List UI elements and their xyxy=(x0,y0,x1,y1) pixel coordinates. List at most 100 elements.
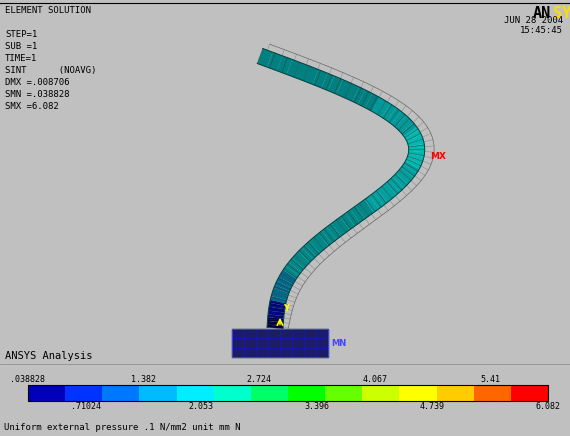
Bar xyxy=(28,385,548,401)
Text: STEP=1: STEP=1 xyxy=(5,30,37,39)
Polygon shape xyxy=(277,277,293,288)
Text: SYS: SYS xyxy=(553,6,570,21)
Polygon shape xyxy=(294,62,309,81)
Text: 2.724: 2.724 xyxy=(247,375,271,384)
Polygon shape xyxy=(310,237,324,253)
Text: SUB =1: SUB =1 xyxy=(5,42,37,51)
Polygon shape xyxy=(401,164,417,177)
Polygon shape xyxy=(275,281,291,291)
Polygon shape xyxy=(377,101,390,117)
Polygon shape xyxy=(269,303,286,309)
Text: 2.053: 2.053 xyxy=(189,402,214,411)
Text: .71024: .71024 xyxy=(71,402,101,411)
Bar xyxy=(102,385,140,401)
Polygon shape xyxy=(360,200,374,216)
Polygon shape xyxy=(279,273,295,285)
Bar xyxy=(437,385,474,401)
Polygon shape xyxy=(328,76,343,94)
Polygon shape xyxy=(336,217,349,232)
Polygon shape xyxy=(409,147,425,152)
Polygon shape xyxy=(386,180,400,195)
Polygon shape xyxy=(399,167,414,181)
Polygon shape xyxy=(408,139,424,146)
Polygon shape xyxy=(277,56,292,75)
Polygon shape xyxy=(286,262,302,276)
Bar xyxy=(214,385,251,401)
Polygon shape xyxy=(295,252,310,266)
Polygon shape xyxy=(396,170,411,184)
Polygon shape xyxy=(272,288,289,297)
Polygon shape xyxy=(268,307,285,313)
Bar xyxy=(511,385,548,401)
Polygon shape xyxy=(289,258,304,272)
Polygon shape xyxy=(327,223,341,240)
Polygon shape xyxy=(374,190,388,205)
Polygon shape xyxy=(232,329,328,357)
Text: ELEMENT SOLUTION: ELEMENT SOLUTION xyxy=(5,6,91,15)
Polygon shape xyxy=(405,158,421,169)
Polygon shape xyxy=(336,80,351,98)
Polygon shape xyxy=(404,127,419,138)
Polygon shape xyxy=(409,144,425,148)
Polygon shape xyxy=(287,59,299,77)
Polygon shape xyxy=(387,108,401,124)
Polygon shape xyxy=(408,153,424,161)
Bar xyxy=(140,385,177,401)
Polygon shape xyxy=(270,300,286,306)
Polygon shape xyxy=(389,177,404,192)
Polygon shape xyxy=(365,93,380,111)
Polygon shape xyxy=(298,248,313,262)
Polygon shape xyxy=(321,73,334,91)
Polygon shape xyxy=(267,317,284,322)
Bar xyxy=(325,385,363,401)
Polygon shape xyxy=(407,156,423,165)
Polygon shape xyxy=(345,83,359,102)
Polygon shape xyxy=(398,119,413,133)
Bar xyxy=(65,385,103,401)
Polygon shape xyxy=(321,227,336,243)
Polygon shape xyxy=(401,123,417,136)
Polygon shape xyxy=(303,66,319,84)
Polygon shape xyxy=(351,206,365,223)
Text: 4.067: 4.067 xyxy=(362,375,387,384)
Polygon shape xyxy=(318,231,332,246)
Polygon shape xyxy=(392,112,406,127)
Polygon shape xyxy=(274,285,290,293)
Polygon shape xyxy=(352,87,365,104)
Polygon shape xyxy=(382,183,397,199)
Polygon shape xyxy=(396,116,409,130)
Polygon shape xyxy=(267,325,283,328)
Polygon shape xyxy=(358,90,372,108)
Polygon shape xyxy=(281,270,296,281)
Polygon shape xyxy=(407,134,423,144)
Text: TIME=1: TIME=1 xyxy=(5,54,37,63)
Polygon shape xyxy=(267,52,283,71)
Polygon shape xyxy=(404,161,420,173)
Polygon shape xyxy=(271,292,288,300)
Text: 6.082: 6.082 xyxy=(535,402,560,411)
Polygon shape xyxy=(332,220,346,236)
Text: JUN 28 2004
15:45:45: JUN 28 2004 15:45:45 xyxy=(504,16,563,35)
Bar xyxy=(177,385,214,401)
Text: 3.396: 3.396 xyxy=(304,402,329,411)
Text: .038828: .038828 xyxy=(10,375,46,384)
Polygon shape xyxy=(382,104,396,121)
Text: DMX =.008706: DMX =.008706 xyxy=(5,78,70,87)
Text: Uniform external pressure .1 N/mm2 unit mm N: Uniform external pressure .1 N/mm2 unit … xyxy=(4,423,241,432)
Polygon shape xyxy=(312,69,328,88)
Text: SINT      (NOAVG): SINT (NOAVG) xyxy=(5,66,96,75)
Polygon shape xyxy=(345,210,360,226)
Polygon shape xyxy=(372,97,386,115)
Polygon shape xyxy=(257,48,272,67)
Bar xyxy=(288,385,325,401)
Polygon shape xyxy=(283,266,299,279)
Text: 5.41: 5.41 xyxy=(480,375,500,384)
Polygon shape xyxy=(356,203,369,219)
Bar xyxy=(28,385,66,401)
Polygon shape xyxy=(302,245,316,259)
Text: ANSYS Analysis: ANSYS Analysis xyxy=(5,351,92,361)
Text: AN: AN xyxy=(533,6,551,21)
Text: MN: MN xyxy=(331,338,346,347)
Polygon shape xyxy=(369,192,384,209)
Polygon shape xyxy=(340,213,355,230)
